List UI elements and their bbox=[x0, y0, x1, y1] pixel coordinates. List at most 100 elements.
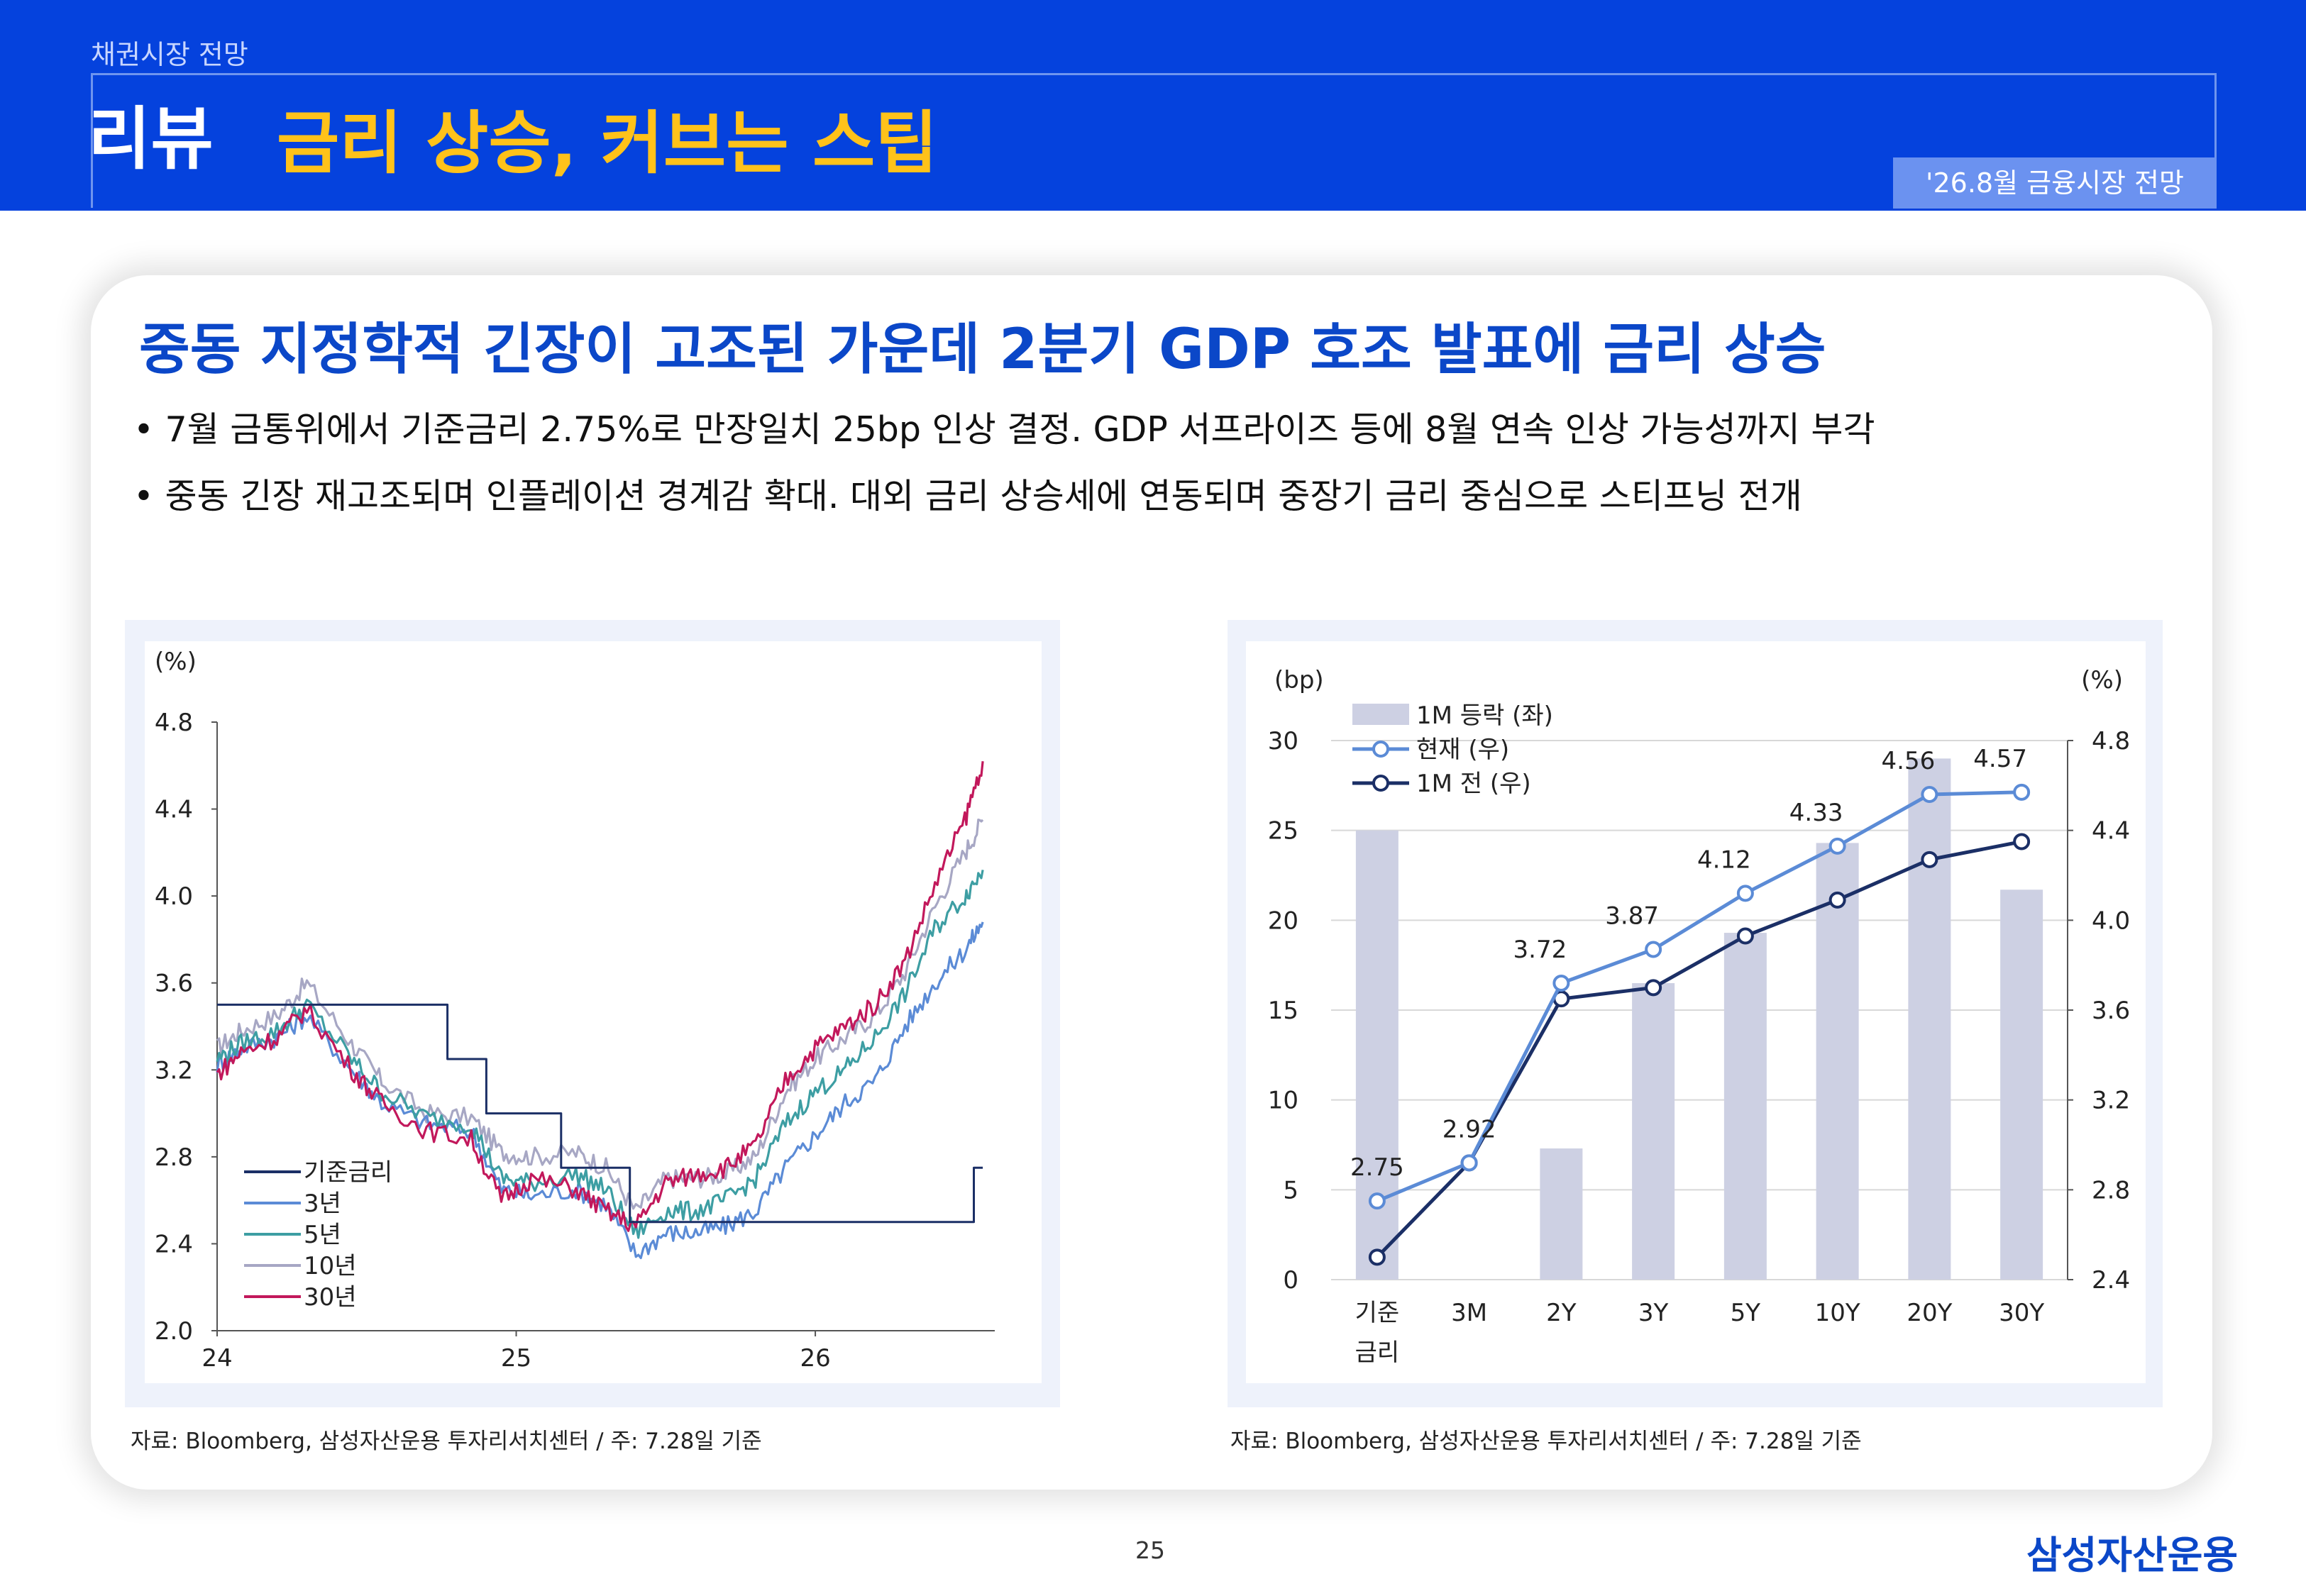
legend-marker-current bbox=[1372, 741, 1389, 758]
left-tick-label: 5 bbox=[1283, 1176, 1298, 1204]
headline: 중동 지정학적 긴장이 고조된 가운데 2분기 GDP 호조 발표에 금리 상승 bbox=[139, 318, 1826, 382]
yield-curve-frame: (bp) (%) 0 5 10 15 20 25 30 2.4 2.8 3.2 3.6 4.0 4.4 4.8… bbox=[1246, 641, 2146, 1383]
legend-label-prev: 1M 전 (우) bbox=[1416, 770, 1531, 798]
data-label: 4.57 bbox=[1973, 745, 2027, 773]
bar-3 bbox=[1632, 983, 1675, 1280]
series-line-y30 bbox=[216, 761, 984, 1232]
point-current bbox=[1736, 885, 1754, 902]
yield-curve-panel: (bp) (%) 0 5 10 15 20 25 30 2.4 2.8 3.2 3.6 4.0 4.4 4.8… bbox=[1228, 620, 2163, 1407]
page-subtitle: 금리 상승, 커브는 스팁 bbox=[277, 104, 938, 183]
legend-label-y5: 5년 bbox=[304, 1221, 341, 1249]
left-axis-unit: (bp) bbox=[1274, 666, 1324, 694]
x-tick-label: 24 bbox=[202, 1344, 232, 1373]
data-label: 2.75 bbox=[1350, 1153, 1404, 1182]
right-tick-label: 4.4 bbox=[2092, 817, 2130, 846]
data-label: 3.87 bbox=[1605, 902, 1659, 931]
point-current bbox=[1460, 1154, 1478, 1172]
right-tick-label: 2.8 bbox=[2092, 1176, 2130, 1204]
yield-timeseries-chart: (%) 4.8 4.4 4.0 3.6 3.2 2.8 2.4 2.0 24 25 26 기준금리 3년 5… bbox=[155, 648, 995, 1373]
y-axis-unit: (%) bbox=[155, 648, 197, 676]
y-tick-label: 3.2 bbox=[155, 1056, 193, 1085]
category-label: 10Y bbox=[1815, 1299, 1860, 1327]
right-tick-label: 3.6 bbox=[2092, 997, 2130, 1025]
y-tick-label: 2.4 bbox=[155, 1230, 193, 1258]
right-tick-label: 3.2 bbox=[2092, 1087, 2130, 1115]
legend-swatch-bar bbox=[1352, 704, 1409, 725]
right-tick-label: 2.4 bbox=[2092, 1266, 2130, 1295]
legend-label-y30: 30년 bbox=[304, 1283, 357, 1312]
point-current bbox=[1828, 837, 1846, 855]
y-tick-label: 3.6 bbox=[155, 970, 193, 998]
data-label: 2.92 bbox=[1442, 1115, 1496, 1143]
category-label: 3M bbox=[1451, 1299, 1487, 1327]
point-prev bbox=[1368, 1248, 1386, 1266]
category-label: 기준 bbox=[1355, 1299, 1400, 1327]
left-tick-label: 30 bbox=[1268, 727, 1298, 755]
y-tick-label: 4.8 bbox=[155, 709, 193, 737]
yield-timeseries-panel: (%) 4.8 4.4 4.0 3.6 3.2 2.8 2.4 2.0 24 25 26 기준금리 3년 5… bbox=[125, 620, 1060, 1407]
yield-timeseries-frame: (%) 4.8 4.4 4.0 3.6 3.2 2.8 2.4 2.0 24 25 26 기준금리 3년 5… bbox=[145, 641, 1042, 1383]
right-tick-label: 4.8 bbox=[2092, 727, 2130, 755]
category-label: 3Y bbox=[1638, 1299, 1669, 1327]
data-label: 4.56 bbox=[1882, 747, 1936, 775]
legend-marker-prev bbox=[1372, 775, 1389, 792]
bullet-2: • 중동 긴장 재고조되며 인플레이션 경계감 확대. 대외 금리 상승세에 연… bbox=[133, 476, 1802, 516]
series-line-y10 bbox=[216, 819, 984, 1210]
y-tick-label: 4.0 bbox=[155, 882, 193, 911]
point-current bbox=[1552, 975, 1570, 992]
right-tick-label: 4.0 bbox=[2092, 907, 2130, 935]
brand-logo: 삼성자산운용 bbox=[2026, 1533, 2239, 1578]
section-label: 채권시장 전망 bbox=[91, 39, 248, 70]
point-prev bbox=[1921, 850, 1938, 868]
category-label: 5Y bbox=[1731, 1299, 1761, 1327]
bar-6 bbox=[1908, 758, 1951, 1280]
point-current bbox=[1368, 1192, 1386, 1210]
point-prev bbox=[1828, 891, 1846, 909]
legend-label-y3: 3년 bbox=[304, 1190, 341, 1218]
left-tick-label: 10 bbox=[1268, 1087, 1298, 1115]
category-label: 20Y bbox=[1907, 1299, 1952, 1327]
bullet-1: • 7월 금통위에서 기준금리 2.75%로 만장일치 25bp 인상 결정. … bbox=[133, 409, 1875, 450]
series-line-base bbox=[217, 1003, 983, 1224]
x-tick-label: 25 bbox=[501, 1344, 531, 1373]
bar-7 bbox=[2000, 890, 2043, 1280]
bar-2 bbox=[1540, 1148, 1583, 1280]
legend-label-y10: 10년 bbox=[304, 1252, 357, 1280]
bar-0 bbox=[1355, 830, 1399, 1280]
right-axis-unit: (%) bbox=[2081, 666, 2123, 694]
legend-label-bar: 1M 등락 (좌) bbox=[1416, 702, 1553, 730]
line-current bbox=[1376, 790, 2022, 1203]
header-frame bbox=[91, 73, 2217, 208]
bar-4 bbox=[1723, 933, 1767, 1280]
legend-label-base: 기준금리 bbox=[304, 1158, 392, 1187]
y-tick-label: 2.0 bbox=[155, 1317, 193, 1346]
source-note-left: 자료: Bloomberg, 삼성자산운용 투자리서치센터 / 주: 7.28일… bbox=[131, 1429, 762, 1454]
yield-curve-chart: (bp) (%) 0 5 10 15 20 25 30 2.4 2.8 3.2 3.6 4.0 4.4 4.8… bbox=[1268, 666, 2130, 1367]
data-label: 3.72 bbox=[1513, 936, 1567, 964]
point-prev bbox=[1736, 927, 1754, 945]
page-number: 25 bbox=[1135, 1536, 1165, 1564]
source-note-right: 자료: Bloomberg, 삼성자산운용 투자리서치센터 / 주: 7.28일… bbox=[1230, 1429, 1862, 1454]
point-current bbox=[2013, 783, 2031, 801]
category-label: 30Y bbox=[1999, 1299, 2044, 1327]
point-prev bbox=[2013, 833, 2031, 850]
y-tick-label: 4.4 bbox=[155, 796, 193, 824]
data-label: 4.12 bbox=[1697, 846, 1751, 874]
left-tick-label: 20 bbox=[1268, 907, 1298, 935]
point-current bbox=[1921, 786, 1938, 803]
legend-label-current: 현재 (우) bbox=[1416, 736, 1509, 764]
page-title: 리뷰 bbox=[88, 99, 214, 179]
x-tick-label: 26 bbox=[800, 1344, 830, 1373]
point-current bbox=[1645, 941, 1662, 958]
category-label: 금리 bbox=[1355, 1339, 1400, 1367]
series-line-y3 bbox=[216, 921, 984, 1260]
data-label: 4.33 bbox=[1789, 799, 1843, 827]
bar-5 bbox=[1816, 843, 1859, 1280]
left-tick-label: 25 bbox=[1268, 817, 1298, 846]
y-tick-label: 2.8 bbox=[155, 1143, 193, 1172]
report-tag: '26.8월 금융시장 전망 bbox=[1893, 157, 2217, 209]
left-tick-label: 0 bbox=[1283, 1266, 1298, 1295]
left-tick-label: 15 bbox=[1268, 997, 1298, 1025]
point-prev bbox=[1645, 979, 1662, 997]
category-label: 2Y bbox=[1546, 1299, 1577, 1327]
